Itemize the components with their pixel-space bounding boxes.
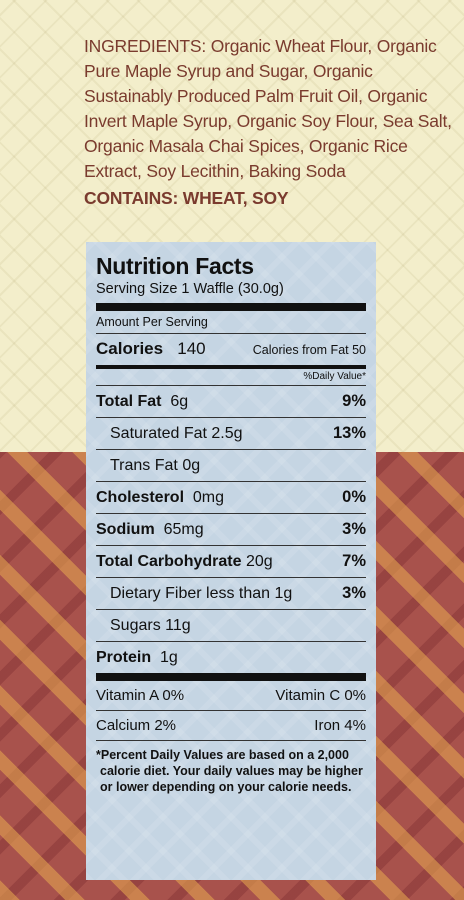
nutrient-label: Trans Fat xyxy=(110,457,178,474)
divider xyxy=(96,577,366,578)
daily-value-header: %Daily Value* xyxy=(303,371,366,382)
vitamin-c: Vitamin C 0% xyxy=(275,687,366,704)
nutrient-percent: 9% xyxy=(342,392,366,410)
serving-size: Serving Size 1 Waffle (30.0g) xyxy=(96,281,284,297)
nutrient-amount: 65mg xyxy=(163,521,204,538)
nutrient-amount: 20g xyxy=(245,553,273,570)
calcium: Calcium 2% xyxy=(96,717,177,734)
iron: Iron 4% xyxy=(314,717,366,734)
divider xyxy=(96,449,366,450)
nutrient-row-total-carbohydrate: Total Carbohydrate 20g 7% xyxy=(96,546,366,577)
nutrient-row-sodium: Sodium 65mg 3% xyxy=(96,514,366,545)
nutrient-amount: 2.5g xyxy=(211,425,243,442)
divider xyxy=(96,333,366,334)
nutrient-row-protein: Protein 1g xyxy=(96,642,366,673)
ingredients-text: INGREDIENTS: Organic Wheat Flour, Organi… xyxy=(84,36,452,181)
nutrient-label: Cholesterol xyxy=(96,489,185,506)
nutrition-facts-label: Nutrition Facts Serving Size 1 Waffle (3… xyxy=(96,252,366,795)
divider xyxy=(96,609,366,610)
nutrient-label: Sugars xyxy=(110,617,161,634)
nutrient-amount: 1g xyxy=(160,649,178,666)
background-top-pattern xyxy=(0,0,464,455)
allergen-statement: CONTAINS: WHEAT, SOY xyxy=(84,188,289,208)
daily-value-footnote: *Percent Daily Values are based on a 2,0… xyxy=(96,748,363,794)
nutrient-label: Dietary Fiber xyxy=(110,585,202,602)
nutrient-label: Total Carbohydrate xyxy=(96,553,242,570)
ingredients-block: INGREDIENTS: Organic Wheat Flour, Organi… xyxy=(84,34,452,211)
nutrition-panel-background xyxy=(86,242,376,880)
nutrient-amount: less than 1g xyxy=(206,585,293,602)
nutrient-label: Sodium xyxy=(96,521,155,538)
divider-thick xyxy=(96,303,366,311)
divider xyxy=(96,710,366,711)
amount-per-serving: Amount Per Serving xyxy=(96,315,208,329)
nutrient-row-cholesterol: Cholesterol 0mg 0% xyxy=(96,482,366,513)
nutrient-percent: 3% xyxy=(342,520,366,538)
vitamins-row: Vitamin A 0% Vitamin C 0% xyxy=(96,681,366,710)
nutrient-row-dietary-fiber: Dietary Fiber less than 1g 3% xyxy=(96,578,366,609)
calories-value: 140 xyxy=(177,339,206,358)
nutrient-amount: 6g xyxy=(170,393,189,410)
nutrient-row-total-fat: Total Fat 6g 9% xyxy=(96,386,366,417)
nutrient-percent: 13% xyxy=(332,424,366,442)
divider-medium xyxy=(96,365,366,369)
divider xyxy=(96,545,366,546)
nutrient-label: Total Fat xyxy=(96,393,162,410)
divider xyxy=(96,417,366,418)
divider xyxy=(96,513,366,514)
nutrient-amount: 11g xyxy=(165,617,191,634)
divider xyxy=(96,481,366,482)
nutrient-percent: 0% xyxy=(342,488,366,506)
calories-from-fat: Calories from Fat 50 xyxy=(252,343,366,357)
divider xyxy=(96,641,366,642)
divider-thick xyxy=(96,673,366,681)
nutrient-row-trans-fat: Trans Fat 0g xyxy=(96,450,366,481)
nutrient-label: Saturated Fat xyxy=(110,425,207,442)
nutrient-row-sugars: Sugars 11g xyxy=(96,610,366,641)
vitamin-a: Vitamin A 0% xyxy=(96,687,185,704)
calories-row: Calories 140 Calories from Fat 50 xyxy=(96,334,366,365)
divider xyxy=(96,385,366,386)
divider xyxy=(96,740,366,741)
nutrient-row-saturated-fat: Saturated Fat 2.5g 13% xyxy=(96,418,366,449)
nutrient-label: Protein xyxy=(96,649,152,666)
nutrient-percent: 7% xyxy=(342,552,366,570)
nutrient-amount: 0g xyxy=(182,457,201,474)
nutrition-title: Nutrition Facts xyxy=(96,253,254,279)
minerals-row: Calcium 2% Iron 4% xyxy=(96,711,366,740)
nutrient-percent: 3% xyxy=(342,584,366,602)
calories-label: Calories xyxy=(96,339,164,358)
nutrient-amount: 0mg xyxy=(192,489,225,506)
